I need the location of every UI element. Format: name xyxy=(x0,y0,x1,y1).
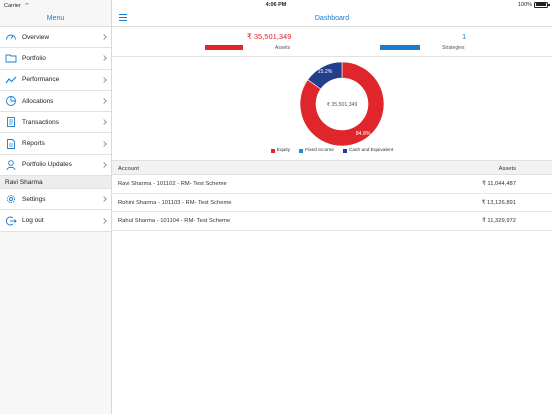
pie-slice-equity[interactable] xyxy=(299,61,385,147)
wifi-icon: ⌔ xyxy=(24,2,30,9)
strategies-count: 1 xyxy=(462,32,467,41)
legend-item-equity: Equity xyxy=(270,148,291,153)
sidebar-item-reports[interactable]: Reports xyxy=(0,133,111,155)
chevron-right-icon xyxy=(101,76,107,83)
donut-center-label: ₹ 35,501,349 xyxy=(327,102,358,108)
chart-legend: Equity Fixed Income Cash and Equivalent xyxy=(112,148,552,153)
main-content: Dashboard ₹ 35,501,349 Assets 1 Strategi… xyxy=(112,0,552,414)
sidebar-item-allocations[interactable]: Allocations xyxy=(0,90,111,113)
sidebar-item-label: Log out xyxy=(22,217,44,225)
sidebar-item-label: Reports xyxy=(22,140,45,148)
legend-label: Fixed Income xyxy=(305,148,334,153)
hamburger-menu-icon[interactable] xyxy=(119,14,127,21)
assets-color-bar xyxy=(205,45,243,50)
account-name: Rahul Sharma - 101104 - RM- Test Scheme xyxy=(118,218,231,224)
legend-swatch xyxy=(299,148,304,153)
legend-item-fixed-income: Fixed Income xyxy=(299,148,334,153)
gear-icon xyxy=(5,193,17,205)
gauge-icon xyxy=(5,31,17,43)
legend-swatch xyxy=(270,148,275,153)
sidebar-item-overview[interactable]: Overview xyxy=(0,27,111,49)
pie-slice-cash-and-equivalent[interactable] xyxy=(307,61,343,90)
sidebar-item-label: Allocations xyxy=(22,97,54,105)
menu-list: Overview Portfolio Performance Allocatio… xyxy=(0,27,111,232)
sidebar-item-label: Overview xyxy=(22,33,50,41)
accounts-table: Account Assets Ravi Sharma - 101102 - RM… xyxy=(112,160,552,231)
account-assets: ₹ 11,044,487 xyxy=(482,181,516,187)
sidebar-item-performance[interactable]: Performance xyxy=(0,69,111,91)
pie-slice-label: 84.8% xyxy=(356,131,371,137)
chevron-right-icon xyxy=(101,196,107,203)
pie-chart-icon xyxy=(5,95,17,107)
sidebar-item-logout[interactable]: Log out xyxy=(0,210,111,232)
sidebar-item-label: Portfolio Updates xyxy=(22,161,72,169)
account-name: Rohini Sharma - 101103 - RM- Test Scheme xyxy=(118,199,232,206)
chevron-right-icon xyxy=(101,34,107,40)
table-row[interactable]: Rohini Sharma - 101103 - RM- Test Scheme… xyxy=(112,194,552,212)
chevron-right-icon xyxy=(101,217,107,224)
sidebar-title: Menu xyxy=(0,10,111,27)
sidebar-item-label: Transactions xyxy=(22,118,59,126)
account-name: Ravi Sharma - 101102 - RM- Test Scheme xyxy=(118,181,227,187)
account-assets: ₹ 13,126,891 xyxy=(481,199,516,206)
legend-label: Cash and Equivalent xyxy=(348,148,394,153)
sidebar-item-transactions[interactable]: Transactions xyxy=(0,112,111,134)
legend-item-cash: Cash and Equivalent xyxy=(342,148,394,153)
sidebar-item-label: Settings xyxy=(22,195,46,203)
sidebar-item-settings[interactable]: Settings xyxy=(0,189,111,211)
chevron-right-icon xyxy=(101,55,107,62)
folder-icon xyxy=(5,52,17,64)
logout-icon xyxy=(5,215,17,227)
nav-bar: Dashboard xyxy=(112,10,552,27)
strategies-color-bar xyxy=(380,45,420,50)
battery-icon xyxy=(534,1,550,8)
sidebar-item-portfolio[interactable]: Portfolio xyxy=(0,48,111,70)
sidebar-item-label: Performance xyxy=(22,76,60,84)
legend-label: Equity xyxy=(276,148,291,153)
battery-indicator: 100% xyxy=(517,1,550,8)
page-title: Dashboard xyxy=(314,15,350,22)
account-assets: ₹ 11,329,972 xyxy=(482,218,516,224)
report-icon xyxy=(5,138,17,150)
allocation-chart: ₹ 35,501,349 84.8% 15.2% Equity Fixed Inc… xyxy=(112,57,552,159)
table-row[interactable]: Rahul Sharma - 101104 - RM- Test Scheme … xyxy=(112,212,552,231)
summary-panel: ₹ 35,501,349 Assets 1 Strategies xyxy=(112,28,552,57)
carrier-label: Carrier ⌔ xyxy=(4,2,30,9)
person-icon xyxy=(5,159,17,171)
strategies-label: Strategies xyxy=(442,44,465,51)
column-header-assets: Assets xyxy=(498,165,516,172)
assets-total-value: ₹ 35,501,349 xyxy=(247,32,292,41)
chevron-right-icon xyxy=(101,119,107,126)
table-row[interactable]: Ravi Sharma - 101102 - RM- Test Scheme ₹… xyxy=(112,175,552,194)
trend-line-icon xyxy=(5,74,17,86)
sidebar-item-portfolio-updates[interactable]: Portfolio Updates xyxy=(0,154,111,177)
sidebar-item-label: Portfolio xyxy=(22,54,46,62)
chevron-right-icon xyxy=(101,162,107,168)
carrier-text: Carrier xyxy=(4,2,21,9)
legend-swatch xyxy=(342,148,347,153)
battery-percent: 100% xyxy=(517,1,532,8)
assets-label: Assets xyxy=(275,44,291,51)
pie-slice-label: 15.2% xyxy=(318,69,333,75)
user-section-header: Ravi Sharma xyxy=(0,176,111,190)
chevron-right-icon xyxy=(101,98,107,104)
donut-chart[interactable]: ₹ 35,501,349 84.8% 15.2% xyxy=(297,59,387,149)
status-bar: Carrier ⌔ 4:06 PM 100% xyxy=(0,0,552,10)
clock: 4:06 PM xyxy=(265,1,287,8)
chevron-right-icon xyxy=(101,140,107,147)
sidebar: Menu Overview Portfolio Performance xyxy=(0,0,112,414)
document-icon xyxy=(5,116,17,128)
table-header: Account Assets xyxy=(112,160,552,175)
column-header-account: Account xyxy=(118,165,139,172)
